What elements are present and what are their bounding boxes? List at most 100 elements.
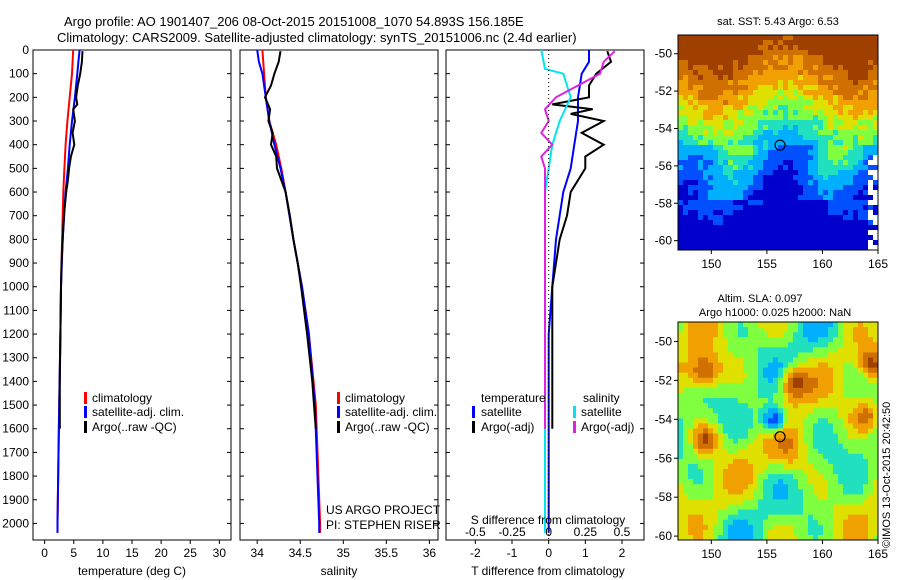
map-cell bbox=[813, 135, 819, 141]
map-cell bbox=[843, 120, 849, 126]
map-cell bbox=[778, 504, 784, 510]
map-cell bbox=[693, 387, 699, 394]
map-cell bbox=[773, 165, 779, 171]
map-cell bbox=[678, 210, 684, 216]
map-cell bbox=[718, 458, 724, 465]
map-cell bbox=[743, 509, 749, 516]
map-cell bbox=[873, 145, 879, 151]
map-cell bbox=[708, 458, 714, 465]
map-cell bbox=[723, 524, 729, 531]
map-cell bbox=[753, 458, 759, 465]
map-cell bbox=[858, 130, 864, 136]
map-cell bbox=[753, 433, 759, 439]
map-cell bbox=[678, 140, 684, 146]
map-cell bbox=[728, 403, 734, 409]
map-cell bbox=[783, 524, 789, 531]
map-cell bbox=[833, 145, 839, 151]
map-cell bbox=[703, 130, 709, 136]
map-cell bbox=[758, 240, 764, 246]
map-cell bbox=[828, 245, 834, 251]
map-cell bbox=[813, 85, 819, 91]
map-cell bbox=[718, 499, 724, 505]
map-cell bbox=[823, 352, 829, 358]
map-cell bbox=[713, 145, 719, 151]
map-cell bbox=[843, 145, 849, 151]
map-cell bbox=[703, 458, 709, 465]
map-cell bbox=[738, 195, 744, 201]
map-cell bbox=[808, 230, 814, 236]
map-cell bbox=[778, 155, 784, 161]
map-cell bbox=[803, 433, 809, 439]
map-cell bbox=[723, 150, 729, 156]
map-cell bbox=[788, 135, 794, 141]
map-cell bbox=[823, 210, 829, 216]
map-cell bbox=[703, 135, 709, 141]
map-cell bbox=[753, 225, 759, 231]
map-cell bbox=[813, 225, 819, 231]
map-cell bbox=[803, 160, 809, 166]
map-cell bbox=[743, 100, 749, 106]
map-cell bbox=[698, 509, 704, 516]
map-cell bbox=[753, 165, 759, 171]
map-cell bbox=[818, 40, 824, 46]
map-cell bbox=[793, 105, 799, 111]
map-cell bbox=[683, 524, 689, 531]
map-cell bbox=[688, 240, 694, 246]
map-cell bbox=[743, 220, 749, 226]
map-cell bbox=[853, 428, 859, 434]
map-cell bbox=[858, 463, 864, 470]
map-cell bbox=[848, 438, 854, 445]
map-cell bbox=[848, 322, 854, 328]
map-cell bbox=[723, 35, 729, 41]
map-cell bbox=[793, 45, 799, 51]
map-cell bbox=[713, 413, 719, 419]
map-cell bbox=[868, 479, 874, 485]
map-cell bbox=[703, 230, 709, 236]
map-cell bbox=[788, 357, 794, 363]
map-cell bbox=[838, 205, 844, 211]
map-cell bbox=[833, 150, 839, 156]
map-cell bbox=[783, 45, 789, 51]
map-cell bbox=[868, 175, 874, 181]
map-cell bbox=[838, 105, 844, 111]
map-cell bbox=[853, 418, 859, 424]
map-cell bbox=[783, 75, 789, 81]
map-cell bbox=[828, 347, 834, 353]
map-cell bbox=[688, 438, 694, 445]
map-cell bbox=[828, 443, 834, 450]
map-cell bbox=[858, 135, 864, 141]
map-cell bbox=[853, 479, 859, 485]
map-cell bbox=[853, 453, 859, 460]
map-cell bbox=[843, 200, 849, 206]
map-cell bbox=[808, 352, 814, 358]
map-cell bbox=[858, 155, 864, 161]
map-cell bbox=[688, 509, 694, 516]
map-cell bbox=[698, 433, 704, 439]
map-cell bbox=[688, 489, 694, 495]
map-cell bbox=[838, 433, 844, 439]
map-cell bbox=[843, 40, 849, 46]
map-cell bbox=[848, 469, 854, 475]
map-cell bbox=[678, 357, 684, 363]
map-cell bbox=[868, 448, 874, 455]
map-cell bbox=[828, 529, 834, 536]
map-cell bbox=[693, 322, 699, 328]
map-cell bbox=[808, 408, 814, 414]
map-cell bbox=[838, 100, 844, 106]
map-cell bbox=[833, 60, 839, 66]
map-cell bbox=[863, 50, 869, 56]
map-cell bbox=[683, 403, 689, 409]
map-cell bbox=[778, 474, 784, 480]
map-cell bbox=[748, 463, 754, 470]
map-cell bbox=[823, 60, 829, 66]
map-cell bbox=[833, 215, 839, 221]
map-cell bbox=[788, 125, 794, 131]
map-cell bbox=[838, 398, 844, 404]
map-cell bbox=[848, 448, 854, 455]
map-cell bbox=[753, 115, 759, 121]
map-cell bbox=[683, 180, 689, 186]
map-cell bbox=[743, 225, 749, 231]
map-cell bbox=[713, 448, 719, 455]
map-cell bbox=[783, 155, 789, 161]
map-cell bbox=[713, 80, 719, 86]
